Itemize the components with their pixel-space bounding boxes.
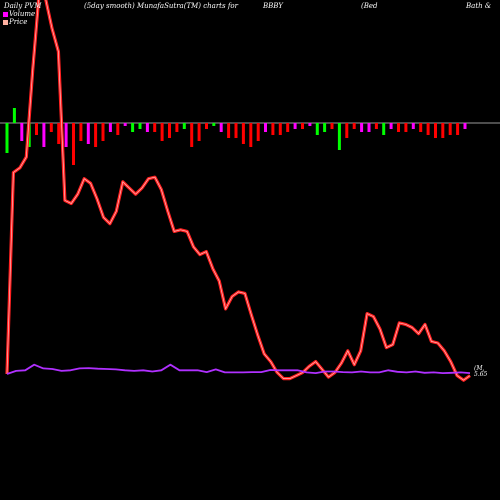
volume-bar bbox=[323, 123, 327, 132]
ticker-symbol: BBBY bbox=[263, 2, 283, 10]
volume-bar bbox=[86, 123, 90, 144]
volume-bar bbox=[249, 123, 253, 147]
volume-bar bbox=[337, 123, 341, 150]
volume-bar bbox=[397, 123, 400, 132]
volume-bar bbox=[241, 123, 245, 144]
legend-volume: Volume bbox=[3, 10, 35, 18]
volume-bar bbox=[315, 123, 319, 135]
volume-bar bbox=[286, 123, 290, 132]
volume-bar bbox=[360, 123, 364, 132]
volume-bar bbox=[212, 123, 216, 126]
volume-bar bbox=[101, 123, 105, 141]
volume-bar bbox=[308, 123, 312, 126]
chart-period-label: Daily PVM bbox=[4, 2, 42, 10]
volume-bar bbox=[382, 123, 386, 135]
volume-bar bbox=[448, 123, 452, 135]
legend-volume-swatch bbox=[3, 11, 8, 17]
volume-bar bbox=[234, 123, 238, 138]
volume-bar bbox=[138, 123, 142, 129]
volume-bar bbox=[190, 123, 194, 147]
volume-bar bbox=[20, 123, 24, 141]
volume-bar bbox=[301, 123, 304, 129]
end-label-value: 5.65 bbox=[474, 371, 488, 378]
volume-bar bbox=[419, 123, 423, 132]
volume-bar bbox=[256, 123, 260, 141]
volume-bar bbox=[79, 123, 83, 141]
chart-lines bbox=[5, 0, 471, 382]
volume-bar bbox=[182, 123, 186, 129]
volume-bar bbox=[293, 123, 297, 129]
volume-bar bbox=[271, 123, 275, 135]
volume-bar bbox=[57, 123, 61, 144]
volume-bar bbox=[264, 123, 267, 132]
volume-bar bbox=[404, 123, 408, 132]
legend-volume-label: Volume bbox=[9, 10, 36, 18]
volume-bar bbox=[153, 123, 157, 132]
volume-bar bbox=[205, 123, 208, 129]
end-label-line1: (M, bbox=[474, 365, 485, 372]
volume-bar bbox=[49, 123, 53, 132]
volume-bar bbox=[389, 123, 393, 129]
volume-line bbox=[6, 363, 471, 375]
volume-bar bbox=[116, 123, 120, 135]
chart-title: (5day smooth) MunafaSutra(TM) charts for bbox=[84, 2, 238, 10]
volume-bar bbox=[94, 123, 98, 147]
volume-bar bbox=[463, 123, 467, 129]
company-name-rest: Bath & bbox=[466, 2, 492, 10]
volume-bar bbox=[12, 108, 16, 123]
volume-bar bbox=[367, 123, 371, 132]
volume-bar bbox=[35, 123, 38, 135]
price-line-highlight bbox=[6, 0, 471, 381]
volume-bars bbox=[0, 108, 500, 165]
legend-price-swatch bbox=[3, 19, 8, 25]
volume-bar bbox=[411, 123, 415, 129]
volume-bar bbox=[227, 123, 231, 138]
volume-bar bbox=[123, 123, 127, 126]
volume-bar bbox=[160, 123, 164, 141]
volume-bar bbox=[345, 123, 349, 138]
volume-bar bbox=[352, 123, 356, 129]
company-name-open: (Bed bbox=[361, 2, 378, 10]
volume-bar bbox=[426, 123, 430, 135]
volume-bar bbox=[5, 123, 9, 153]
volume-bar bbox=[197, 123, 201, 141]
volume-bar bbox=[145, 123, 149, 132]
volume-bar bbox=[434, 123, 437, 138]
volume-bar bbox=[42, 123, 46, 147]
volume-bar bbox=[168, 123, 171, 138]
volume-bar bbox=[175, 123, 179, 132]
volume-bar bbox=[330, 123, 334, 129]
volume-bar bbox=[456, 123, 460, 135]
volume-bar bbox=[131, 123, 135, 132]
volume-bar bbox=[64, 123, 68, 147]
volume-bar bbox=[278, 123, 282, 135]
volume-bar bbox=[108, 123, 112, 132]
legend-price-label: Price bbox=[9, 18, 28, 26]
volume-bar bbox=[72, 123, 75, 165]
volume-bar bbox=[374, 123, 378, 129]
legend-price: Price bbox=[3, 18, 27, 26]
volume-bar bbox=[441, 123, 445, 138]
volume-bar bbox=[219, 123, 223, 132]
